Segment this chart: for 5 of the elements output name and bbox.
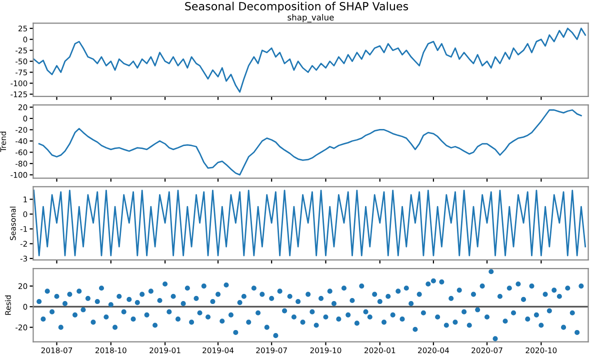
chart-title: Seasonal Decomposition of SHAP Values (185, 2, 408, 13)
line-series (33, 28, 586, 93)
line-series (33, 190, 586, 256)
chart-subtitle: shap_value (288, 14, 334, 22)
line-series (38, 109, 582, 176)
